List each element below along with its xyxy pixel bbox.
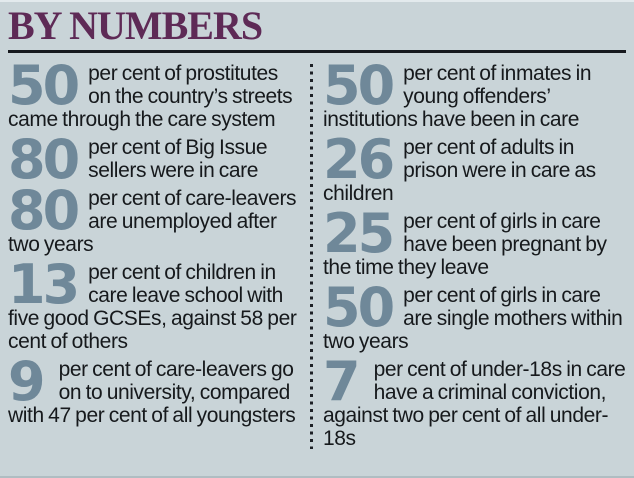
stat-item: 13 per cent of children in care leave sch…: [8, 253, 297, 354]
stat-number: 26: [323, 128, 395, 191]
stat-text: per cent of children in care leave schoo…: [8, 261, 297, 353]
stat-item: 25 per cent of girls in care have been pr…: [323, 202, 626, 280]
stats-columns: 50 per cent of prostitutes on the country…: [8, 54, 626, 455]
stat-number: 50: [8, 54, 80, 117]
stat-text: per cent of under-18s in care have a cri…: [323, 358, 626, 450]
stat-item: 9 per cent of care-leavers go on to unive…: [8, 350, 297, 428]
right-column: 50 per cent of inmates in young offenders…: [323, 54, 626, 455]
stat-item: 7 per cent of under-18s in care have a cr…: [323, 350, 626, 451]
stat-number: 9: [8, 350, 46, 413]
stat-text: per cent of care-leavers go on to univer…: [8, 358, 296, 427]
stat-item: 80 per cent of Big Issue sellers were in …: [8, 128, 297, 191]
stat-text: per cent of inmates in young offenders’ …: [323, 62, 592, 131]
stat-text: per cent of girls in care are single mot…: [323, 284, 623, 353]
stat-number: 50: [323, 54, 395, 117]
page-title: BY NUMBERS: [8, 3, 263, 48]
stat-text: per cent of adults in prison were in car…: [323, 136, 596, 205]
stat-text: per cent of girls in care have been preg…: [323, 210, 607, 279]
left-column: 50 per cent of prostitutes on the country…: [8, 54, 297, 455]
stat-number: 80: [8, 128, 80, 191]
stat-item: 26 per cent of adults in prison were in c…: [323, 128, 626, 206]
stat-number: 13: [8, 253, 80, 316]
column-divider: [310, 64, 313, 449]
title-rule: [8, 50, 626, 53]
stat-item: 50 per cent of inmates in young offenders…: [323, 54, 626, 132]
stat-number: 80: [8, 179, 80, 242]
stat-item: 80 per cent of care-leavers are unemploye…: [8, 179, 297, 257]
stat-item: 50 per cent of prostitutes on the country…: [8, 54, 297, 132]
stat-text: per cent of Big Issue sellers were in ca…: [88, 136, 268, 182]
stat-number: 7: [323, 350, 361, 413]
stat-text: per cent of care-leavers are unemployed …: [8, 187, 297, 256]
stat-number: 50: [323, 276, 395, 339]
stat-text: per cent of prostitutes on the country’s…: [8, 62, 293, 131]
stat-item: 50 per cent of girls in care are single m…: [323, 276, 626, 354]
stat-number: 25: [323, 202, 395, 265]
